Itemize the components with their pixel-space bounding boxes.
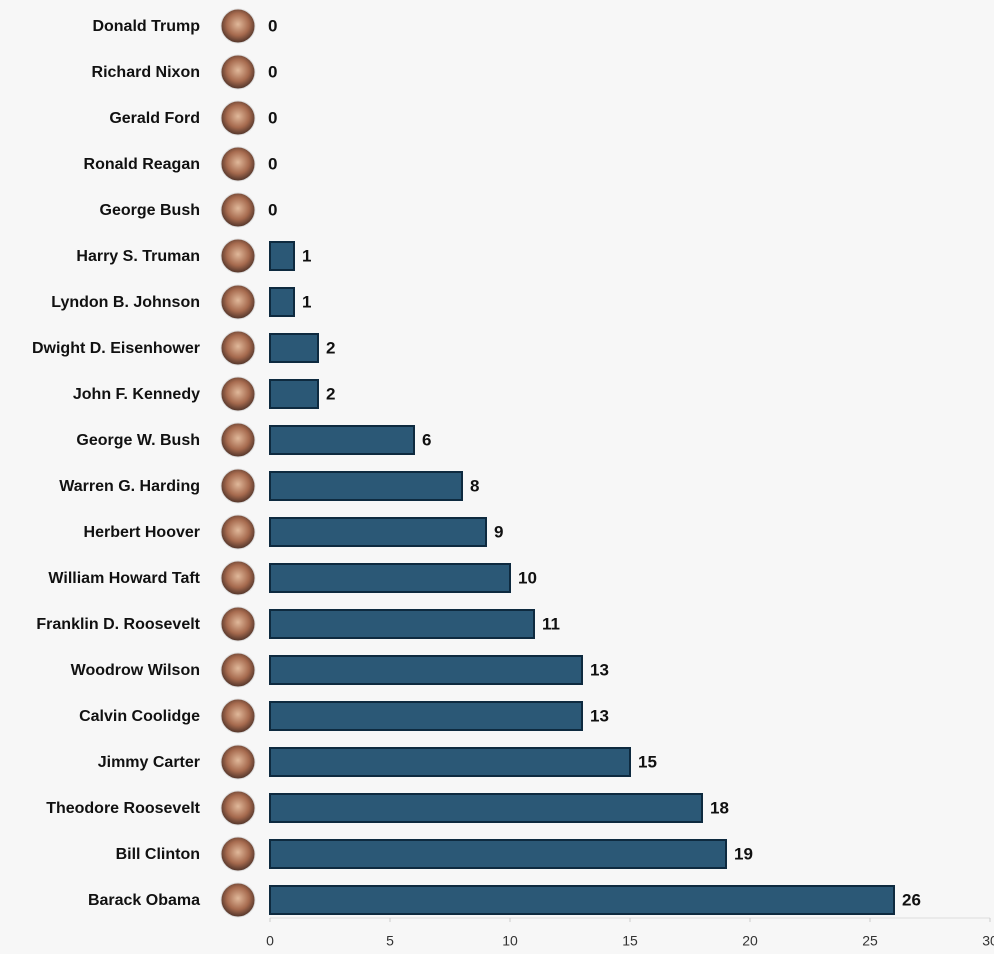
- x-tick-label: 25: [862, 933, 878, 949]
- category-label: George Bush: [100, 202, 200, 219]
- value-label: 15: [638, 752, 657, 771]
- value-label: 18: [710, 798, 729, 817]
- bar: [269, 471, 463, 501]
- avatar: [220, 238, 256, 274]
- value-label: 9: [494, 522, 503, 541]
- value-label: 10: [518, 568, 537, 587]
- bar: [269, 839, 727, 869]
- value-label: 8: [470, 476, 479, 495]
- x-tick-label: 30: [982, 933, 994, 949]
- value-label: 26: [902, 890, 921, 909]
- avatar: [220, 422, 256, 458]
- category-label: Calvin Coolidge: [79, 708, 200, 725]
- value-label: 1: [302, 292, 311, 311]
- value-label: 0: [268, 108, 277, 127]
- avatar: [220, 744, 256, 780]
- avatar: [220, 146, 256, 182]
- x-tick-label: 10: [502, 933, 518, 949]
- category-label: William Howard Taft: [48, 570, 200, 587]
- avatar: [220, 468, 256, 504]
- bar: [269, 333, 319, 363]
- avatar: [220, 376, 256, 412]
- category-label: Barack Obama: [88, 892, 200, 909]
- category-label: Woodrow Wilson: [71, 662, 200, 679]
- value-label: 0: [268, 200, 277, 219]
- avatar: [220, 836, 256, 872]
- bar: [269, 701, 583, 731]
- avatar: [220, 54, 256, 90]
- x-tick-label: 0: [266, 933, 274, 949]
- value-label: 1: [302, 246, 311, 265]
- avatar: [220, 560, 256, 596]
- category-label: Lyndon B. Johnson: [51, 294, 200, 311]
- category-label: Richard Nixon: [92, 64, 200, 81]
- category-label: George W. Bush: [76, 432, 200, 449]
- category-label: Gerald Ford: [109, 110, 200, 127]
- value-label: 0: [268, 62, 277, 81]
- avatar: [220, 330, 256, 366]
- bar: [269, 609, 535, 639]
- x-tick-label: 5: [386, 933, 394, 949]
- bar: [269, 747, 631, 777]
- bar: [269, 563, 511, 593]
- category-label: Jimmy Carter: [98, 754, 200, 771]
- category-label: John F. Kennedy: [73, 386, 200, 403]
- x-tick-label: 20: [742, 933, 758, 949]
- bar: [269, 425, 415, 455]
- avatar: [220, 652, 256, 688]
- avatar: [220, 8, 256, 44]
- avatar: [220, 284, 256, 320]
- value-label: 11: [542, 614, 560, 633]
- value-label: 2: [326, 338, 335, 357]
- category-label: Ronald Reagan: [84, 156, 200, 173]
- value-label: 13: [590, 706, 609, 725]
- value-label: 0: [268, 16, 277, 35]
- avatar: [220, 100, 256, 136]
- value-label: 19: [734, 844, 753, 863]
- bar: [269, 793, 703, 823]
- category-label: Donald Trump: [92, 18, 200, 35]
- category-label: Bill Clinton: [116, 846, 200, 863]
- bar: [269, 885, 895, 915]
- value-label: 6: [422, 430, 431, 449]
- category-label: Harry S. Truman: [76, 248, 200, 265]
- bar: [269, 241, 295, 271]
- value-label: 0: [268, 154, 277, 173]
- bar: [269, 379, 319, 409]
- bar: [269, 287, 295, 317]
- category-label: Herbert Hoover: [84, 524, 200, 541]
- category-label: Warren G. Harding: [59, 478, 200, 495]
- bar: [269, 655, 583, 685]
- avatar: [220, 514, 256, 550]
- avatar: [220, 882, 256, 918]
- avatar: [220, 606, 256, 642]
- x-tick-label: 15: [622, 933, 638, 949]
- value-label: 2: [326, 384, 335, 403]
- avatar: [220, 192, 256, 228]
- avatar: [220, 790, 256, 826]
- value-label: 13: [590, 660, 609, 679]
- bar: [269, 517, 487, 547]
- category-label: Dwight D. Eisenhower: [32, 340, 200, 357]
- category-label: Theodore Roosevelt: [46, 800, 200, 817]
- avatar: [220, 698, 256, 734]
- category-label: Franklin D. Roosevelt: [36, 616, 200, 633]
